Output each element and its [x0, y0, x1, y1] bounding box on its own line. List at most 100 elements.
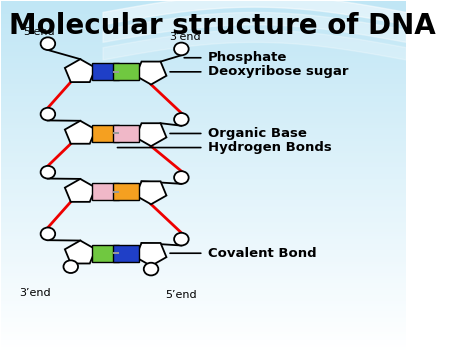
- Bar: [1, 37, 406, 38]
- Bar: [1, 271, 406, 273]
- Bar: [1, 105, 406, 107]
- Bar: [1, 348, 406, 350]
- Bar: [1, 172, 406, 174]
- Bar: [1, 206, 406, 207]
- Bar: [1, 53, 406, 54]
- Bar: [1, 192, 406, 193]
- Bar: [1, 315, 406, 317]
- Bar: [1, 142, 406, 144]
- Bar: [1, 287, 406, 289]
- Bar: [1, 100, 406, 102]
- Bar: [1, 333, 406, 334]
- Bar: [1, 133, 406, 135]
- Polygon shape: [65, 121, 96, 144]
- Bar: [1, 77, 406, 79]
- Bar: [1, 200, 406, 202]
- Polygon shape: [65, 59, 96, 82]
- Bar: [1, 65, 406, 66]
- Bar: [1, 262, 406, 264]
- Bar: [1, 10, 406, 12]
- Bar: [1, 302, 406, 304]
- Bar: [1, 54, 406, 56]
- Circle shape: [174, 233, 189, 245]
- Bar: [1, 269, 406, 271]
- FancyBboxPatch shape: [113, 64, 139, 80]
- Bar: [1, 346, 406, 348]
- Bar: [1, 146, 406, 148]
- Bar: [1, 223, 406, 225]
- Bar: [1, 216, 406, 218]
- Bar: [1, 139, 406, 141]
- Bar: [1, 176, 406, 178]
- Bar: [1, 229, 406, 230]
- Bar: [1, 31, 406, 33]
- Bar: [1, 88, 406, 89]
- Bar: [1, 73, 406, 75]
- Bar: [1, 327, 406, 329]
- Bar: [1, 126, 406, 128]
- Bar: [1, 155, 406, 156]
- Bar: [1, 86, 406, 88]
- Bar: [1, 9, 406, 10]
- Bar: [1, 290, 406, 292]
- FancyBboxPatch shape: [92, 245, 118, 262]
- Bar: [1, 165, 406, 167]
- Bar: [1, 283, 406, 285]
- Bar: [1, 79, 406, 81]
- Bar: [1, 310, 406, 311]
- Bar: [1, 211, 406, 213]
- Text: 3’end: 3’end: [169, 32, 201, 42]
- Bar: [1, 204, 406, 206]
- Bar: [1, 338, 406, 339]
- Bar: [1, 49, 406, 51]
- Bar: [1, 44, 406, 45]
- Bar: [1, 163, 406, 165]
- Bar: [1, 156, 406, 158]
- Bar: [1, 234, 406, 236]
- Bar: [1, 29, 406, 31]
- Bar: [1, 267, 406, 269]
- Bar: [1, 250, 406, 251]
- Bar: [1, 109, 406, 110]
- FancyBboxPatch shape: [92, 64, 118, 80]
- Bar: [1, 121, 406, 123]
- Text: Hydrogen Bonds: Hydrogen Bonds: [208, 141, 331, 154]
- Bar: [1, 257, 406, 258]
- Bar: [1, 38, 406, 40]
- Bar: [1, 225, 406, 227]
- Bar: [1, 70, 406, 72]
- Bar: [1, 56, 406, 58]
- Circle shape: [41, 166, 55, 179]
- Bar: [1, 35, 406, 37]
- Bar: [1, 258, 406, 260]
- Circle shape: [41, 228, 55, 240]
- Bar: [1, 93, 406, 95]
- Bar: [1, 123, 406, 125]
- Bar: [1, 174, 406, 176]
- Bar: [1, 236, 406, 237]
- Bar: [1, 169, 406, 170]
- Bar: [1, 112, 406, 114]
- Bar: [1, 341, 406, 343]
- Bar: [1, 135, 406, 137]
- Circle shape: [174, 171, 189, 184]
- Text: Deoxyribose sugar: Deoxyribose sugar: [208, 65, 348, 78]
- Bar: [1, 102, 406, 104]
- Bar: [1, 230, 406, 232]
- Bar: [1, 282, 406, 283]
- Text: Phosphate: Phosphate: [208, 51, 287, 64]
- Bar: [1, 299, 406, 301]
- Bar: [1, 179, 406, 181]
- Bar: [1, 148, 406, 149]
- Bar: [1, 352, 406, 354]
- Text: Molecular structure of DNA: Molecular structure of DNA: [9, 12, 436, 40]
- Bar: [1, 241, 406, 243]
- Bar: [1, 89, 406, 91]
- Bar: [1, 209, 406, 211]
- Bar: [1, 24, 406, 26]
- Bar: [1, 14, 406, 16]
- Bar: [1, 26, 406, 28]
- Bar: [1, 45, 406, 47]
- Polygon shape: [136, 181, 166, 204]
- FancyBboxPatch shape: [113, 245, 139, 262]
